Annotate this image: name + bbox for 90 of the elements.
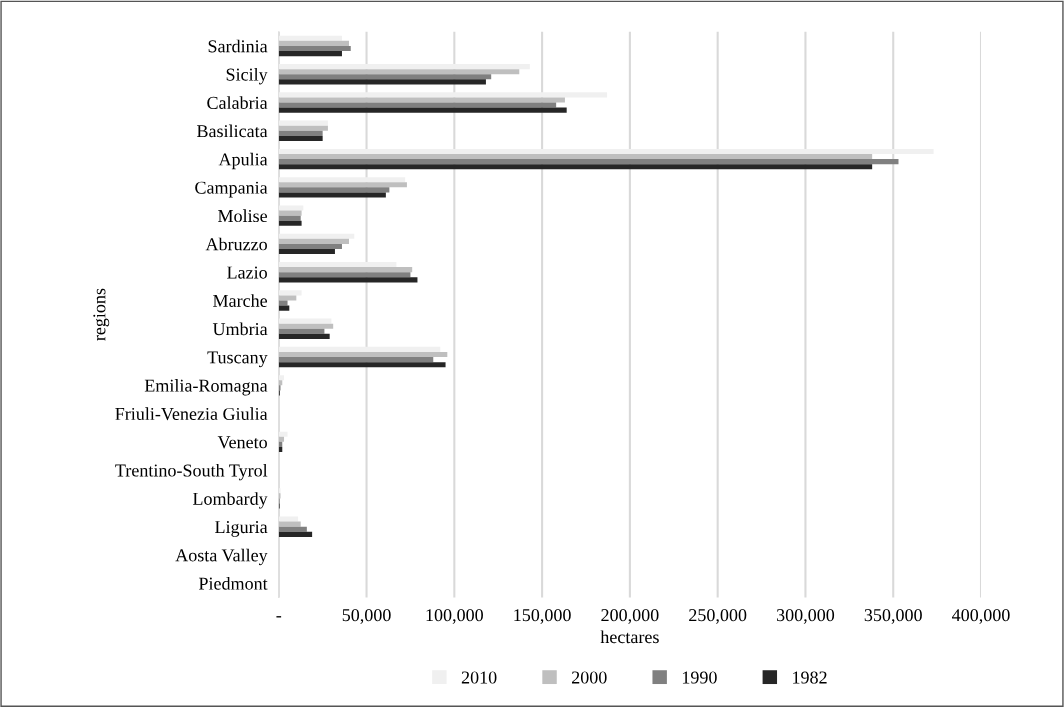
y-tick-label: Trentino-South Tyrol [115, 463, 268, 481]
bar [278, 74, 492, 80]
bar [278, 357, 434, 363]
x-axis-title: hectares [600, 630, 659, 644]
bar [278, 79, 486, 85]
bar [278, 35, 342, 41]
x-tick-label: - [276, 616, 282, 618]
bar [278, 220, 302, 226]
legend-label: 1990 [682, 671, 717, 684]
y-tick-label: Sicily [226, 67, 268, 85]
bar [278, 192, 386, 198]
x-tick-label: 400,000 [952, 609, 1010, 624]
bar [278, 159, 899, 165]
bar [278, 295, 297, 301]
bar [278, 215, 301, 221]
bar [278, 362, 446, 368]
bar [278, 51, 342, 57]
bar [278, 64, 530, 70]
bar [278, 120, 328, 126]
bar [278, 135, 323, 141]
bar [278, 305, 290, 311]
x-tick-label: 200,000 [601, 609, 659, 624]
bar [278, 187, 390, 193]
y-tick-label: Tuscany [207, 351, 268, 368]
bar [278, 346, 441, 352]
bar [278, 375, 285, 381]
bar [278, 125, 328, 131]
bar [278, 107, 567, 113]
bar [278, 531, 313, 537]
y-tick-label: Veneto [217, 436, 267, 449]
bar [278, 130, 323, 136]
bar [278, 164, 873, 170]
bar [278, 210, 302, 216]
y-tick-label: Umbria [212, 322, 268, 336]
bar [278, 333, 330, 339]
bar [278, 272, 411, 278]
bar [278, 351, 448, 358]
bar [278, 182, 407, 188]
y-tick-label: Molise [218, 209, 268, 223]
bar [278, 69, 520, 75]
x-tick-label: 100,000 [426, 609, 483, 624]
x-tick-label: 350,000 [864, 609, 922, 624]
bar [278, 243, 342, 250]
bar [278, 516, 299, 522]
y-tick-label: Apulia [218, 152, 268, 170]
y-axis-title: regions [93, 288, 110, 341]
y-tick-label: Aosta Valley [175, 548, 268, 566]
bar [278, 233, 355, 239]
y-tick-label: Calabria [207, 96, 268, 109]
y-tick-label: Emilia-Romagna [144, 379, 268, 396]
y-tick-label: Campania [195, 181, 268, 198]
bar [278, 92, 608, 98]
bar [278, 431, 288, 437]
bar [278, 277, 418, 283]
y-tick-label: Lombardy [192, 492, 268, 509]
bar [278, 249, 335, 255]
bar [278, 153, 873, 160]
bar [278, 262, 397, 268]
bar [278, 300, 288, 306]
bar [278, 238, 349, 244]
bar [278, 267, 413, 273]
legend-label: 2010 [461, 671, 497, 684]
bar [278, 148, 934, 154]
y-tick-label: Sardinia [208, 39, 268, 53]
x-tick-label: 50,000 [342, 609, 391, 624]
bar [278, 436, 285, 442]
bar [278, 97, 565, 103]
legend-label: 1982 [793, 671, 827, 684]
bar [278, 102, 557, 108]
y-tick-label: Lazio [227, 266, 267, 279]
bar [278, 177, 406, 183]
legend-label: 2000 [572, 671, 607, 684]
bar [278, 205, 304, 211]
y-tick-label: Liguria [215, 521, 268, 537]
y-tick-label: Marche [213, 294, 268, 307]
bar [278, 40, 349, 46]
bar [278, 318, 332, 324]
bar [278, 526, 307, 532]
bar [278, 328, 325, 334]
y-tick-label: Abruzzo [205, 237, 267, 251]
bar [278, 45, 351, 52]
bar [278, 290, 302, 296]
x-tick-label: 150,000 [514, 609, 571, 624]
bar [278, 323, 334, 329]
y-tick-label: Friuli-Venezia Giulia [115, 407, 268, 421]
x-tick-label: 250,000 [689, 609, 747, 624]
bar [278, 521, 301, 527]
x-tick-label: 300,000 [776, 609, 835, 624]
y-tick-label: Piedmont [198, 577, 268, 590]
y-tick-label: Basilicata [196, 124, 268, 138]
